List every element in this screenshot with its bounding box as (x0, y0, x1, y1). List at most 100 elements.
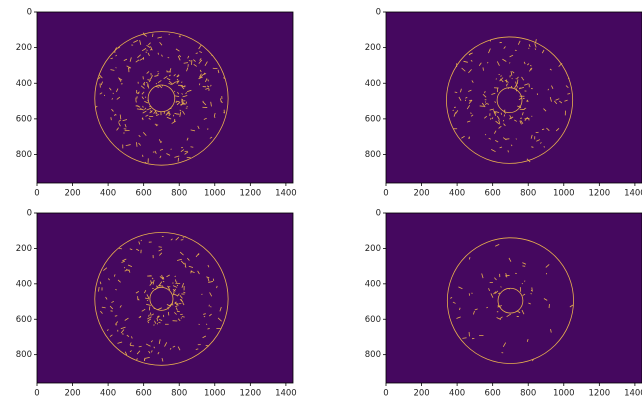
y-tick-label: 0 (376, 8, 381, 18)
x-tick-label: 200 (64, 389, 80, 399)
x-tick-label: 1000 (204, 389, 226, 399)
y-tick-label: 0 (27, 8, 32, 18)
x-tick-label: 800 (171, 189, 187, 199)
y-tick-label: 600 (365, 114, 381, 124)
edge-fragment (167, 70, 168, 71)
edge-fragment (111, 117, 112, 120)
edge-fragment (516, 88, 517, 91)
x-tick-label: 600 (136, 389, 152, 399)
subplot: 02004006008001000120014000200400600800 (16, 8, 297, 199)
edge-fragment (141, 240, 142, 241)
x-tick-label: 1200 (240, 389, 262, 399)
y-tick-label: 600 (365, 315, 381, 325)
image-area (37, 12, 293, 183)
subplot: 02004006008001000120014000200400600800 (16, 209, 297, 399)
image-area (386, 213, 642, 383)
y-tick-label: 800 (16, 150, 32, 160)
y-tick-label: 200 (365, 43, 381, 53)
edge-fragment (182, 82, 183, 83)
x-tick-label: 1000 (553, 389, 575, 399)
edge-fragment (505, 139, 509, 140)
x-tick-label: 1400 (275, 189, 297, 199)
x-tick-label: 800 (171, 389, 187, 399)
y-tick-label: 800 (16, 350, 32, 360)
y-tick-label: 0 (27, 209, 32, 219)
edge-fragment (183, 237, 184, 238)
x-tick-label: 600 (485, 189, 501, 199)
edge-fragment (147, 50, 148, 51)
x-tick-label: 0 (34, 189, 39, 199)
edge-fragment (515, 50, 517, 51)
edge-fragment (143, 106, 144, 108)
edge-fragment (531, 293, 532, 294)
edge-fragment (516, 139, 517, 140)
edge-fragment (196, 53, 198, 54)
y-tick-label: 800 (365, 350, 381, 360)
edge-fragment (532, 147, 533, 148)
y-tick-label: 200 (16, 43, 32, 53)
edge-fragment (206, 324, 207, 325)
x-tick-label: 800 (520, 389, 536, 399)
x-tick-label: 0 (34, 389, 39, 399)
edge-fragment (506, 85, 507, 87)
edge-fragment (483, 67, 484, 70)
edge-fragment (143, 118, 144, 120)
edge-fragment (501, 75, 502, 76)
x-tick-label: 400 (100, 189, 116, 199)
edge-fragment (163, 281, 164, 282)
y-tick-label: 0 (376, 209, 381, 219)
edge-fragment (156, 83, 157, 84)
y-tick-label: 200 (16, 244, 32, 254)
x-tick-label: 400 (449, 189, 465, 199)
x-tick-label: 1200 (240, 189, 262, 199)
x-tick-label: 1400 (624, 389, 642, 399)
edge-fragment (177, 285, 178, 286)
y-tick-label: 400 (365, 279, 381, 289)
image-area (37, 213, 293, 383)
edge-fragment (138, 296, 139, 300)
edge-fragment (159, 247, 162, 248)
x-tick-label: 0 (383, 389, 388, 399)
x-tick-label: 600 (485, 389, 501, 399)
figure: 0 200 400 600 800 1000 1200 1400 0 200 400 600 800 0 2… (0, 0, 642, 401)
subplot: 02004006008001000120014000200400600800 (365, 209, 642, 399)
y-tick-label: 400 (16, 279, 32, 289)
x-tick-label: 1400 (275, 389, 297, 399)
x-tick-label: 1200 (589, 189, 611, 199)
edge-fragment (174, 91, 175, 92)
edge-fragment (168, 312, 169, 315)
edge-fragment (158, 322, 160, 323)
edge-fragment (204, 73, 205, 74)
x-tick-label: 600 (136, 189, 152, 199)
x-tick-label: 400 (100, 389, 116, 399)
edge-fragment (189, 61, 191, 62)
y-tick-label: 800 (365, 150, 381, 160)
edge-fragment (533, 147, 534, 148)
edge-fragment (158, 53, 159, 55)
edge-fragment (162, 286, 163, 287)
x-tick-label: 200 (413, 389, 429, 399)
edge-fragment (522, 283, 523, 284)
edge-fragment (504, 114, 505, 116)
image-area (386, 12, 642, 183)
edge-fragment (175, 279, 176, 281)
x-tick-label: 1400 (624, 189, 642, 199)
subplot: 02004006008001000120014000200400600800 (365, 8, 642, 199)
x-tick-label: 800 (520, 189, 536, 199)
edge-fragment (516, 78, 517, 79)
x-tick-label: 1000 (553, 189, 575, 199)
x-tick-label: 1000 (204, 189, 226, 199)
edge-fragment (196, 349, 198, 350)
edge-fragment (509, 62, 510, 63)
x-tick-label: 0 (383, 189, 388, 199)
y-tick-label: 200 (365, 244, 381, 254)
edge-fragment (213, 279, 214, 281)
y-tick-label: 400 (365, 79, 381, 89)
edge-fragment (211, 85, 212, 87)
y-tick-label: 400 (16, 79, 32, 89)
edge-fragment (530, 65, 531, 66)
edge-fragment (174, 113, 176, 114)
edge-fragment (501, 286, 502, 287)
edge-fragment (532, 116, 533, 117)
edge-fragment (138, 93, 139, 94)
